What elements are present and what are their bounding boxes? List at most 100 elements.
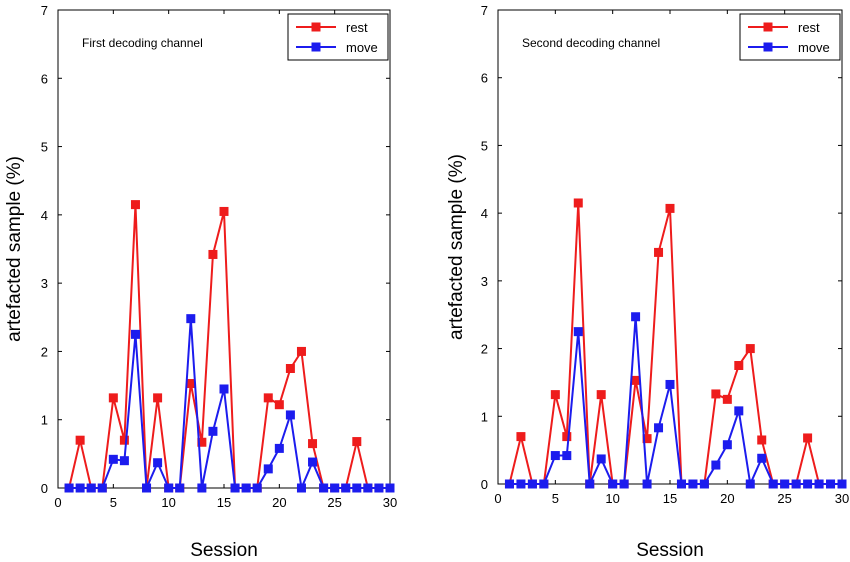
data-point-move <box>219 384 229 394</box>
data-point-rest <box>130 200 140 210</box>
data-point-move <box>175 483 185 493</box>
y-tick-label: 6 <box>41 71 48 86</box>
y-tick-label: 5 <box>41 140 48 155</box>
data-point-move <box>814 479 824 489</box>
data-point-rest <box>308 439 318 449</box>
data-point-move <box>539 479 549 489</box>
y-tick-label: 6 <box>481 71 488 86</box>
y-tick-label: 2 <box>41 344 48 359</box>
data-point-move <box>352 483 362 493</box>
data-point-move <box>642 479 652 489</box>
data-point-move <box>142 483 152 493</box>
legend-label-rest: rest <box>798 20 820 35</box>
data-point-rest <box>263 393 273 403</box>
data-point-move <box>153 458 163 468</box>
data-point-rest <box>757 435 767 445</box>
data-point-rest <box>208 249 218 259</box>
x-tick-label: 20 <box>720 491 734 506</box>
data-point-move <box>241 483 251 493</box>
data-point-rest <box>631 375 641 385</box>
data-point-rest <box>734 361 744 370</box>
data-point-rest <box>75 435 85 445</box>
data-point-move <box>585 479 595 489</box>
data-point-move <box>130 329 140 339</box>
data-point-move <box>631 312 641 322</box>
data-point-move <box>722 440 732 450</box>
data-point-rest <box>285 364 295 373</box>
y-tick-label: 7 <box>41 3 48 18</box>
y-tick-label: 4 <box>481 206 488 221</box>
data-point-move <box>516 479 526 489</box>
panel-first-decoding-channel: 0 5 10 15 20 25 30 0 1 2 3 4 5 6 7 Session artefacted sa… <box>4 3 397 561</box>
data-point-move <box>385 483 395 493</box>
data-point-rest <box>108 393 118 403</box>
legend-marker-rest <box>763 22 773 32</box>
x-tick-label: 10 <box>161 495 175 510</box>
x-axis-label: Session <box>636 540 704 561</box>
data-point-rest <box>296 346 306 356</box>
y-tick-label: 3 <box>41 276 48 291</box>
legend-marker-move <box>311 42 321 52</box>
y-tick-label: 1 <box>41 413 48 428</box>
y-tick-label: 5 <box>481 138 488 153</box>
data-point-move <box>208 426 218 436</box>
y-tick-label: 7 <box>481 3 488 18</box>
x-tick-label: 30 <box>835 491 849 506</box>
data-point-move <box>341 483 351 493</box>
data-point-move <box>665 379 675 389</box>
data-point-move <box>296 483 306 493</box>
x-tick-label: 0 <box>54 495 61 510</box>
y-tick-label: 3 <box>481 274 488 289</box>
x-axis-label: Session <box>190 540 258 561</box>
data-point-move <box>285 410 295 420</box>
data-point-move <box>252 483 262 493</box>
data-point-move <box>86 483 96 493</box>
y-tick-label: 0 <box>41 481 48 496</box>
data-point-rest <box>550 390 560 400</box>
data-point-move <box>757 453 767 463</box>
data-point-rest <box>197 437 207 447</box>
y-tick-label: 4 <box>41 208 48 223</box>
data-point-rest <box>803 433 813 443</box>
data-point-move <box>780 479 790 489</box>
data-point-move <box>504 479 514 489</box>
data-point-move <box>676 479 686 489</box>
x-tick-label: 5 <box>552 491 559 506</box>
data-point-rest <box>274 400 284 410</box>
data-point-move <box>186 314 196 324</box>
data-point-move <box>826 479 836 489</box>
axes-box <box>57 9 391 489</box>
data-point-move <box>363 483 373 493</box>
data-point-move <box>164 483 174 493</box>
x-tick-label: 5 <box>110 495 117 510</box>
data-point-move <box>791 479 801 489</box>
data-point-move <box>711 460 721 470</box>
legend-box <box>739 13 841 61</box>
legend-label-move: move <box>798 40 830 55</box>
data-point-rest <box>596 390 606 400</box>
y-tick-label: 2 <box>481 342 488 357</box>
data-point-rest <box>665 203 675 213</box>
data-point-move <box>75 483 85 493</box>
y-tick-label: 1 <box>481 409 488 424</box>
data-point-move <box>573 327 583 337</box>
data-point-rest <box>654 247 664 257</box>
data-point-move <box>230 483 240 493</box>
data-point-move <box>263 464 273 474</box>
data-point-move <box>688 479 698 489</box>
panel-second-decoding-channel: 0 5 10 15 20 25 30 0 1 2 3 4 5 6 7 Session artefacted sa… <box>446 3 849 561</box>
data-point-move <box>745 479 755 489</box>
data-point-move <box>308 457 318 467</box>
channel-annotation: Second decoding channel <box>522 36 660 50</box>
legend-box <box>287 13 389 61</box>
data-point-move <box>562 451 572 461</box>
x-tick-label: 25 <box>777 491 791 506</box>
data-point-move <box>527 479 537 489</box>
data-point-move <box>319 483 329 493</box>
data-point-move <box>330 483 340 493</box>
data-point-move <box>274 443 284 453</box>
x-tick-label: 25 <box>327 495 341 510</box>
data-point-rest <box>722 394 732 404</box>
data-point-move <box>803 479 813 489</box>
